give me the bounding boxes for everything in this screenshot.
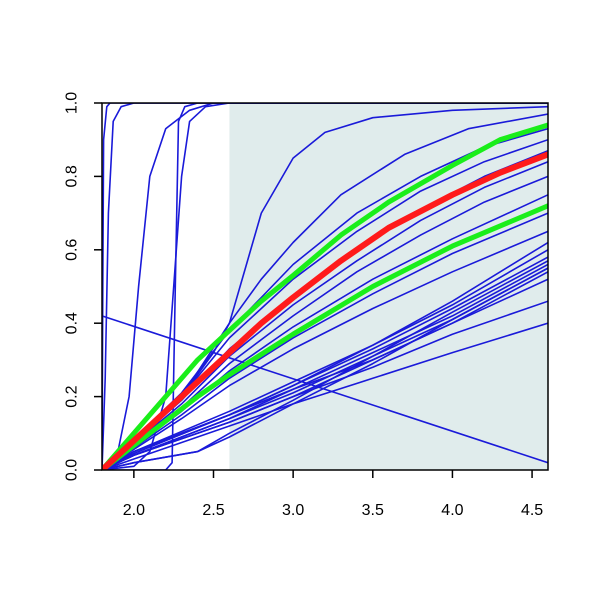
y-tick-label: 0.4: [64, 312, 81, 334]
y-tick-label: 0.8: [64, 165, 81, 187]
ensemble-line-25: [102, 267, 548, 470]
y-tick-label: 0.2: [64, 385, 81, 407]
x-axis: 2.0 2.5 3.0 3.5 4.0 4.5: [123, 470, 543, 519]
x-tick-label: 2.5: [202, 502, 224, 519]
x-tick-label: 4.0: [441, 502, 463, 519]
ensemble-line-7: [102, 127, 548, 470]
ensemble-line-13: [102, 212, 548, 470]
plot-frame: [101, 102, 549, 471]
ensemble-line-22: [102, 300, 548, 470]
ensemble-line-26: [102, 315, 548, 464]
x-tick-label: 3.0: [282, 502, 304, 519]
x-tick-label: 4.5: [521, 502, 543, 519]
y-axis: 0.0 0.2 0.4 0.6 0.8 1.0: [64, 92, 102, 481]
y-tick-label: 0.0: [64, 459, 81, 481]
x-tick-label: 2.0: [123, 502, 145, 519]
y-tick-label: 0.6: [64, 239, 81, 261]
ensemble-line-3: [102, 103, 548, 470]
x-tick-label: 3.5: [362, 502, 384, 519]
ensemble-line-1: [102, 103, 548, 470]
ensemble-line-2: [102, 103, 548, 470]
ensemble-line-14: [102, 230, 548, 470]
median-line-29: [102, 151, 548, 470]
ensemble-line-10: [102, 160, 548, 470]
bounds-line-28: [102, 203, 548, 470]
y-tick-label: 1.0: [64, 92, 81, 114]
ensemble-line-5: [102, 105, 548, 470]
bounds-line-27: [102, 122, 548, 470]
ensemble-line-20: [102, 241, 548, 470]
